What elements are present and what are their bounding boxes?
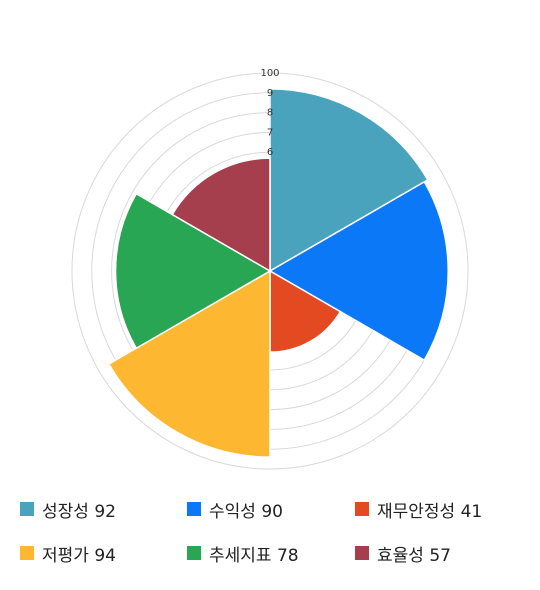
legend-item-profitability[interactable]: 수익성 90 <box>187 497 283 522</box>
slice-undervaluation[interactable] <box>107 269 271 458</box>
chart-slices <box>107 88 449 458</box>
legend-label-profitability: 수익성 90 <box>209 501 283 522</box>
tick-label-8: 8 <box>267 108 273 119</box>
legend-item-growth[interactable]: 성장성 92 <box>20 497 116 522</box>
slice-efficiency[interactable] <box>171 157 271 273</box>
legend-label-efficiency: 효율성 57 <box>377 545 451 566</box>
slice-financial-stability[interactable] <box>269 269 342 353</box>
tick-label-6: 6 <box>267 147 273 158</box>
legend-label-growth: 성장성 92 <box>42 501 116 522</box>
slice-growth[interactable] <box>269 88 429 273</box>
legend-label-financial-stability: 재무안정성 41 <box>377 501 483 522</box>
tick-label-7: 7 <box>267 127 273 138</box>
tick-label-9: 9 <box>267 88 273 99</box>
legend-swatch-undervaluation <box>20 546 34 560</box>
legend-swatch-efficiency <box>355 546 369 560</box>
polar-area-chart: 6 7 8 9 100 <box>71 68 469 470</box>
slice-trend[interactable] <box>114 192 272 350</box>
legend-swatch-profitability <box>187 502 201 516</box>
legend-swatch-financial-stability <box>355 502 369 516</box>
grid-ring <box>71 72 469 470</box>
legend-label-undervaluation: 저평가 94 <box>42 545 116 566</box>
legend-item-financial-stability[interactable]: 재무안정성 41 <box>355 497 483 522</box>
legend-swatch-growth <box>20 502 34 516</box>
legend-item-undervaluation[interactable]: 저평가 94 <box>20 541 116 566</box>
tick-label-100: 100 <box>260 68 279 79</box>
legend-item-efficiency[interactable]: 효율성 57 <box>355 541 451 566</box>
radial-tick-labels: 6 7 8 9 100 <box>260 68 279 158</box>
legend-label-trend: 추세지표 78 <box>209 545 299 566</box>
legend-swatch-trend <box>187 546 201 560</box>
legend-item-trend[interactable]: 추세지표 78 <box>187 541 299 566</box>
slice-profitability[interactable] <box>268 180 449 362</box>
